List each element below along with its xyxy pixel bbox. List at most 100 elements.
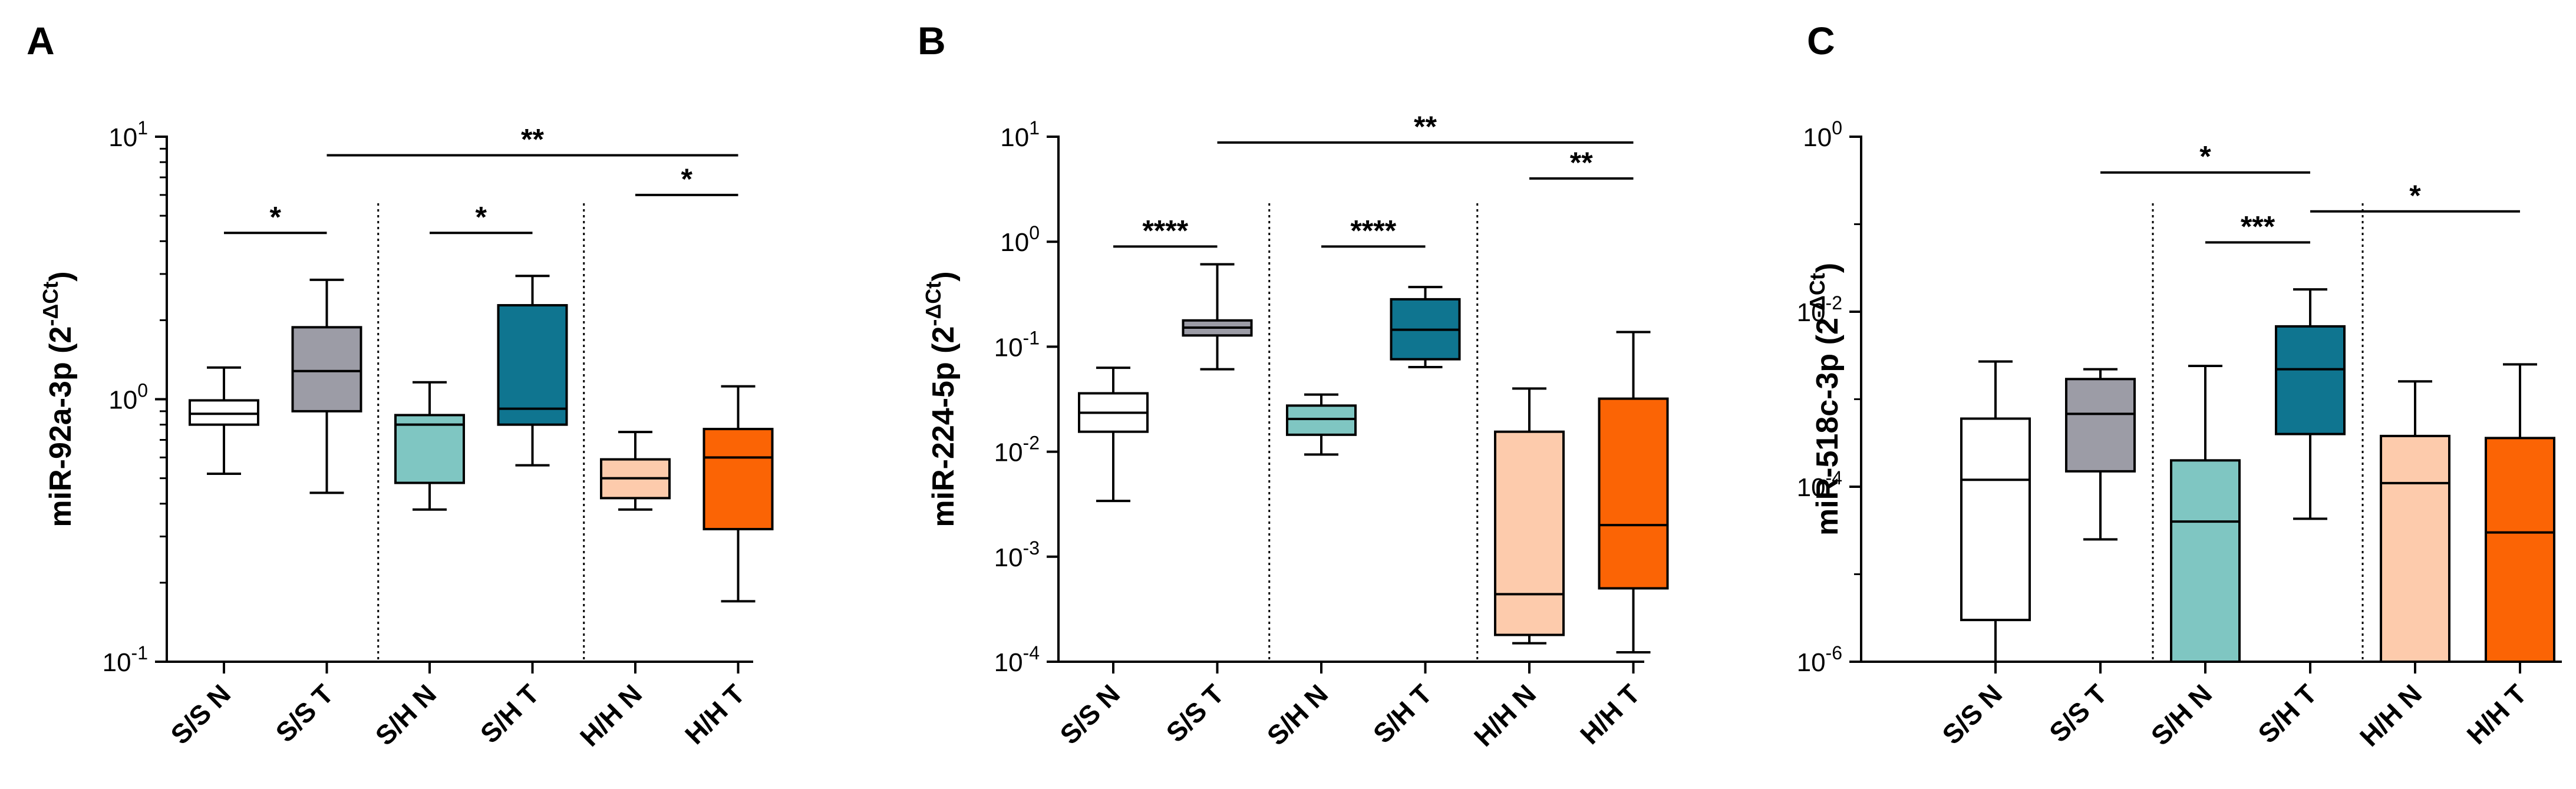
y-tick-exponent: 1	[1029, 117, 1040, 138]
y-tick-exponent: -1	[131, 642, 148, 663]
significance-label: ****	[1350, 214, 1396, 247]
y-tick-exponent: -4	[1023, 642, 1040, 663]
box-3	[2170, 459, 2241, 663]
panel-label: C	[1807, 19, 1835, 62]
x-tick-label: S/S T	[269, 678, 339, 748]
panel-label: A	[27, 19, 55, 62]
y-tick-base: 10	[1803, 123, 1832, 152]
y-tick-exponent: -4	[1826, 467, 1842, 488]
y-axis-title: miR-92a-3p (2-ΔCt)	[38, 271, 78, 527]
x-tick-label: S/H T	[1367, 678, 1438, 749]
y-tick-label: 10-1	[103, 642, 148, 677]
x-tick-label: H/H T	[679, 678, 751, 750]
significance-label: *	[2199, 140, 2211, 173]
significance-label: ****	[1142, 214, 1188, 247]
significance-label: **	[1570, 146, 1593, 179]
y-axis-title: miR-224-5p (2-ΔCt)	[921, 271, 961, 527]
box-3	[394, 414, 465, 484]
x-tick-label: H/H T	[2460, 678, 2532, 750]
significance-label: *	[2409, 179, 2421, 212]
box-2	[2065, 378, 2136, 473]
box-5	[2380, 434, 2450, 663]
y-axis-title-sup: -ΔCt	[1805, 273, 1829, 318]
x-tick-label: S/H N	[2145, 678, 2218, 751]
y-tick-label: 10-4	[994, 642, 1040, 677]
y-tick-exponent: -3	[1023, 537, 1040, 559]
panel-label: B	[918, 19, 946, 62]
y-axis-title-close: )	[926, 271, 961, 281]
significance-label: **	[521, 123, 544, 156]
y-tick-label: 101	[108, 117, 148, 152]
x-tick-label: S/S T	[1160, 678, 1229, 748]
x-tick-label: S/S T	[2043, 678, 2113, 748]
box-6	[2485, 437, 2555, 663]
y-tick-label: 10-1	[994, 327, 1040, 362]
y-tick-exponent: 0	[1029, 222, 1040, 243]
y-tick-base: 10	[108, 123, 137, 152]
y-axis-title-main: miR-518c-3p (2	[1810, 318, 1845, 536]
x-tick-label: H/H N	[574, 678, 648, 752]
x-tick-label: S/H N	[1261, 678, 1334, 751]
y-tick-base: 10	[994, 648, 1023, 677]
y-tick-label: 10-3	[994, 537, 1040, 572]
y-tick-label: 100	[1803, 117, 1842, 152]
y-tick-base: 10	[1000, 123, 1029, 152]
x-tick-label: H/H N	[1468, 678, 1542, 752]
y-tick-exponent: -1	[1023, 327, 1040, 348]
y-tick-base: 10	[1797, 473, 1826, 502]
y-tick-exponent: -2	[1023, 433, 1040, 454]
x-tick-label: H/H T	[1574, 678, 1646, 750]
box-4	[497, 304, 568, 426]
box-3	[1286, 404, 1357, 436]
box-4	[2275, 325, 2346, 435]
y-tick-base: 10	[994, 333, 1023, 362]
y-tick-label: 10-2	[994, 433, 1040, 467]
y-tick-label: 10-6	[1797, 642, 1842, 677]
y-tick-exponent: 1	[137, 117, 148, 138]
significance-label: ***	[2241, 210, 2275, 243]
y-axis-title: miR-518c-3p (2-ΔCt)	[1805, 263, 1845, 536]
box-1	[1960, 417, 2031, 622]
box-2	[291, 326, 362, 412]
y-tick-exponent: 0	[137, 380, 148, 401]
y-tick-base: 10	[1000, 228, 1029, 257]
box-6	[702, 428, 774, 530]
y-axis-title-close: )	[1810, 263, 1845, 273]
y-axis-title-sup: -ΔCt	[38, 282, 62, 326]
y-tick-base: 10	[1797, 298, 1826, 327]
y-tick-base: 10	[103, 648, 131, 677]
box-5	[1494, 430, 1565, 636]
y-tick-base: 10	[994, 543, 1023, 572]
y-tick-label: 100	[1000, 222, 1040, 257]
x-tick-label: S/S N	[164, 678, 236, 750]
significance-label: **	[1414, 110, 1437, 143]
significance-label: *	[270, 200, 282, 233]
y-axis-title-main: miR-92a-3p (2	[44, 326, 78, 527]
x-tick-label: S/S N	[1936, 678, 2008, 750]
y-tick-exponent: -6	[1826, 642, 1842, 663]
y-tick-base: 10	[108, 386, 137, 415]
y-axis-title-sup: -ΔCt	[921, 282, 945, 326]
significance-label: *	[476, 200, 487, 233]
y-axis-title-close: )	[44, 271, 78, 281]
x-tick-label: S/H T	[474, 678, 545, 749]
y-tick-exponent: 0	[1832, 117, 1842, 138]
y-tick-label: 10-4	[1797, 467, 1842, 502]
x-tick-label: S/H T	[2252, 678, 2323, 749]
y-tick-base: 10	[994, 438, 1023, 467]
y-tick-base: 10	[1797, 648, 1826, 677]
x-tick-label: S/S N	[1054, 678, 1126, 750]
box-6	[1598, 397, 1669, 590]
y-tick-exponent: -2	[1826, 292, 1842, 313]
x-tick-label: S/H N	[370, 678, 443, 751]
box-1	[189, 399, 259, 426]
x-tick-label: H/H N	[2354, 678, 2427, 752]
significance-label: *	[681, 163, 693, 196]
y-tick-label: 100	[108, 380, 148, 415]
y-tick-label: 101	[1000, 117, 1040, 152]
y-axis-title-main: miR-224-5p (2	[926, 326, 961, 527]
